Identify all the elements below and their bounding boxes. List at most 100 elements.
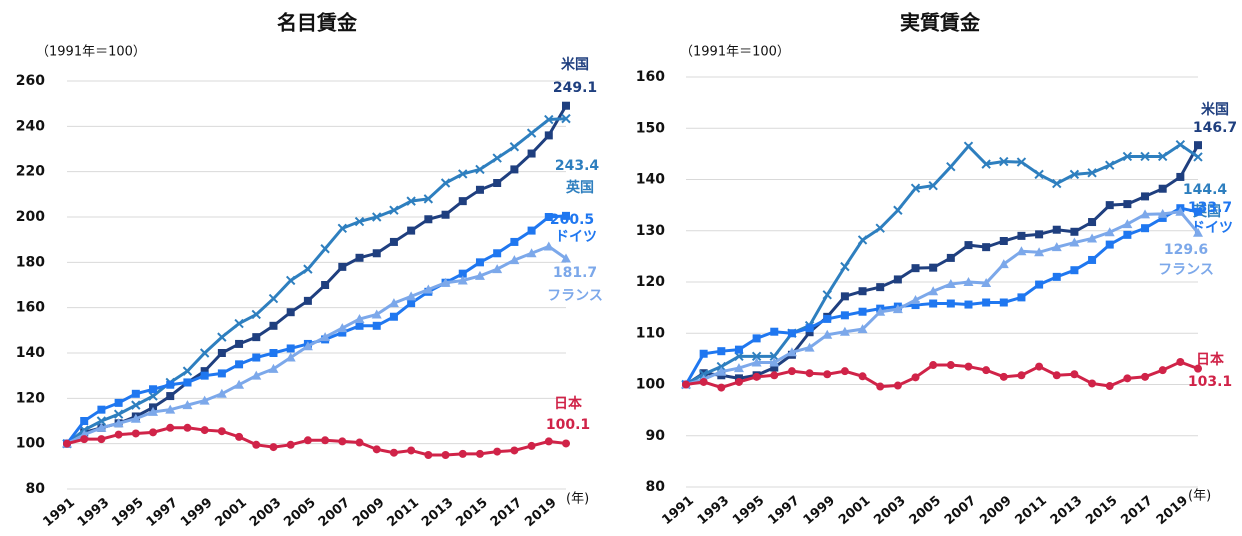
marker [562,101,570,110]
marker [268,363,279,373]
marker [97,435,106,444]
series-line [684,206,1199,386]
y-tick-label: 160 [16,300,45,316]
marker [786,347,797,357]
marker [982,298,991,307]
marker [114,430,123,439]
marker [509,255,520,265]
x-tick-label: 1999 [801,493,838,528]
marker [527,441,536,450]
marker [424,451,433,459]
marker [858,307,867,316]
marker [183,423,192,432]
marker [770,327,779,336]
y-tick-label: 100 [16,436,45,452]
marker [234,318,244,329]
marker [166,392,175,401]
marker [1088,255,1097,264]
marker [354,314,365,323]
y-tick-label: 120 [16,390,45,406]
series-line [685,144,1200,386]
marker [286,440,295,449]
marker [493,447,502,456]
marker [716,361,727,372]
y-tick-label: 130 [636,223,665,239]
marker [1052,225,1061,234]
chart-title: 実質賃金 [900,11,981,35]
marker [1176,357,1185,366]
series-label: 米国 [1201,101,1229,118]
marker [510,446,519,455]
marker [389,312,398,321]
marker [823,370,832,379]
marker [876,283,885,292]
marker [1158,213,1167,222]
marker [929,361,938,370]
marker [1070,266,1079,275]
value-label: 181.7 [553,265,597,281]
value-label: 146.7 [1193,120,1237,136]
marker [475,449,484,458]
x-tick-label: 2009 [977,493,1014,528]
x-tick-label: 2005 [281,495,318,530]
marker [441,451,450,459]
y-tick-label: 240 [16,118,45,134]
marker [1158,366,1167,375]
marker [97,405,106,414]
marker [286,308,295,317]
marker [1157,208,1168,218]
marker [1122,219,1133,229]
marker [876,382,885,391]
marker [1070,370,1079,379]
marker [320,332,331,342]
marker [770,371,779,380]
marker [1034,247,1045,257]
series-label: フランス [1158,262,1214,278]
marker [286,344,295,353]
marker [493,179,502,187]
marker [787,329,796,338]
marker [338,328,347,337]
marker [999,156,1009,167]
marker [769,357,780,367]
marker [234,379,245,389]
marker [857,235,868,245]
marker [840,311,849,320]
marker [338,262,347,271]
marker [805,324,814,333]
marker [475,258,484,267]
marker [424,215,433,224]
x-tick-label: 1995 [730,493,767,528]
marker [964,362,973,371]
x-tick-label: 1995 [109,495,146,530]
x-tick-label: 2015 [1083,493,1120,528]
series-label: 日本 [1196,351,1225,368]
marker [509,142,520,152]
marker [964,300,973,309]
x-tick-label: 2001 [836,493,873,528]
marker [440,277,451,287]
marker [269,349,278,357]
marker [303,296,312,305]
marker [544,131,553,140]
marker [946,253,955,262]
series-line [685,142,1199,386]
marker [857,324,868,334]
marker [858,372,867,381]
marker [235,432,244,441]
marker [337,323,348,333]
marker [372,249,381,258]
marker [492,153,502,163]
marker [805,328,814,337]
marker [199,395,210,405]
y-tick-label: 80 [26,481,46,497]
marker [131,429,140,438]
y-tick-label: 200 [16,209,45,225]
marker [964,241,973,250]
x-tick-label: 2011 [1013,493,1050,528]
marker [1194,207,1202,216]
marker [1105,382,1114,391]
marker [822,290,832,300]
value-label: 144.4 [1183,182,1228,198]
marker [1070,227,1079,236]
